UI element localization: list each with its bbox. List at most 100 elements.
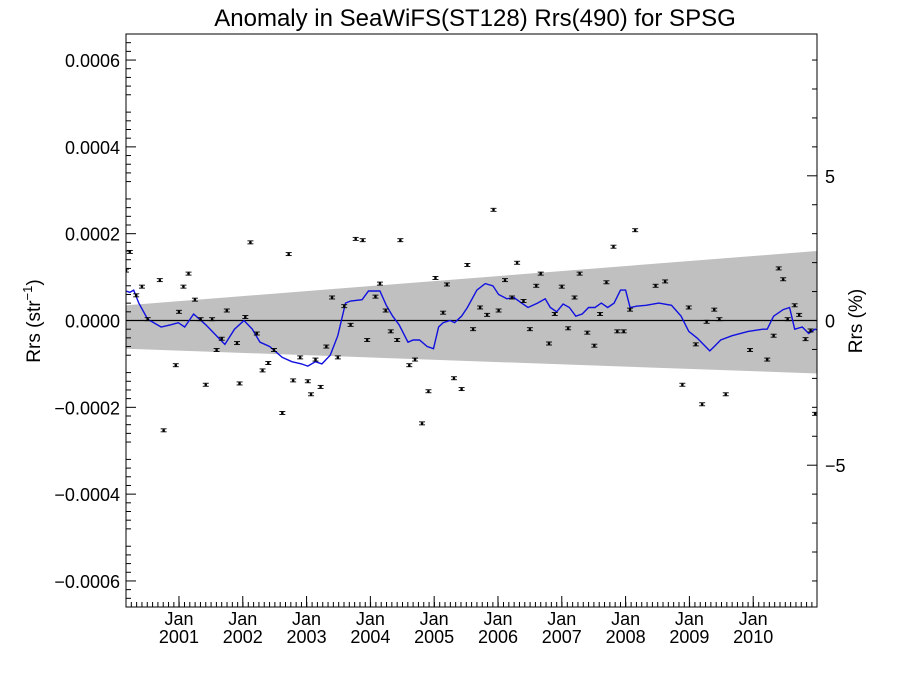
data-point	[285, 252, 292, 257]
x-tick-month: Jan	[420, 609, 449, 629]
data-point	[565, 326, 572, 331]
data-point	[584, 330, 591, 335]
data-point	[817, 278, 823, 281]
x-tick-month: Jan	[675, 609, 704, 629]
y-axis-left-label: Rrs (str−1)	[20, 279, 45, 362]
data-point	[323, 344, 330, 349]
data-point	[213, 348, 220, 352]
data-point	[603, 280, 610, 285]
x-tick-year: 2002	[223, 627, 263, 647]
data-point	[591, 343, 598, 348]
y-left-tick-label: 0.0006	[65, 51, 120, 71]
y-left-tick-label: 0.0004	[65, 138, 120, 158]
data-point	[236, 381, 243, 386]
x-tick-year: 2010	[733, 627, 773, 647]
data-point	[826, 276, 832, 279]
data-point	[807, 328, 814, 333]
data-point	[822, 366, 828, 369]
y-right-tick-label: 0	[825, 312, 835, 332]
data-point	[610, 244, 617, 249]
data-point	[317, 384, 324, 389]
data-point	[443, 282, 450, 287]
x-tick-year: 2009	[669, 627, 709, 647]
x-tick-year: 2001	[159, 627, 199, 647]
data-point	[279, 411, 286, 415]
y-left-tick-label: 0.0000	[65, 312, 120, 332]
data-point	[432, 276, 439, 280]
y-left-tick-label: −0.0002	[54, 398, 120, 418]
grey-band	[126, 251, 817, 374]
data-point	[297, 355, 304, 360]
data-point	[364, 338, 371, 342]
data-point	[425, 389, 432, 394]
data-point	[699, 402, 706, 407]
y-right-tick-label: 5	[825, 167, 835, 187]
data-point	[796, 312, 803, 317]
data-point	[484, 312, 491, 317]
data-point	[440, 310, 447, 315]
data-point	[576, 271, 583, 276]
data-point	[412, 357, 419, 362]
x-tick-month: Jan	[547, 609, 576, 629]
data-point	[218, 336, 225, 341]
x-tick-month: Jan	[739, 609, 768, 629]
data-point	[812, 411, 817, 416]
data-point	[509, 295, 516, 300]
data-point	[156, 278, 163, 283]
data-point	[308, 392, 315, 397]
x-tick-month: Jan	[228, 609, 257, 629]
data-point	[312, 357, 319, 362]
data-point	[347, 322, 354, 327]
data-point	[533, 283, 540, 288]
data-point	[397, 238, 404, 243]
data-point	[458, 387, 465, 392]
x-tick-month: Jan	[611, 609, 640, 629]
data-point	[180, 284, 187, 289]
data-point	[394, 338, 401, 342]
data-point	[175, 309, 182, 314]
data-point	[172, 363, 179, 368]
x-tick-month: Jan	[292, 609, 321, 629]
smoothed-line	[126, 282, 817, 367]
data-point	[372, 294, 379, 299]
chart-title: Anomaly in SeaWiFS(ST128) Rrs(490) for S…	[214, 5, 736, 32]
data-point	[359, 238, 366, 243]
data-point	[247, 240, 254, 245]
data-point	[234, 341, 241, 346]
data-point	[791, 303, 798, 308]
data-point	[747, 348, 754, 352]
x-tick-year: 2007	[542, 627, 582, 647]
data-point	[546, 341, 553, 346]
data-point	[537, 271, 544, 276]
data-point	[352, 236, 359, 241]
data-point	[551, 312, 558, 316]
data-point	[477, 305, 484, 310]
data-point	[265, 361, 272, 365]
data-point	[780, 277, 787, 282]
data-point	[620, 329, 627, 334]
data-point	[685, 305, 692, 310]
data-point	[802, 337, 809, 342]
data-point	[341, 304, 348, 309]
x-tick-year: 2005	[414, 627, 454, 647]
data-point	[722, 392, 729, 397]
data-point	[259, 368, 266, 373]
data-point	[627, 307, 634, 312]
data-point	[290, 378, 297, 383]
data-point	[597, 312, 604, 316]
data-point	[703, 319, 710, 324]
data-point	[382, 308, 389, 313]
data-point	[450, 376, 457, 381]
x-tick-year: 2008	[606, 627, 646, 647]
data-point	[495, 308, 502, 313]
data-point	[209, 317, 216, 322]
data-point	[271, 348, 278, 352]
data-point	[571, 295, 578, 300]
data-point	[770, 333, 777, 338]
x-tick-month: Jan	[164, 609, 193, 629]
data-point	[133, 293, 140, 298]
y-left-tick-label: 0.0002	[65, 225, 120, 245]
data-point	[558, 284, 565, 289]
x-tick-month: Jan	[483, 609, 512, 629]
